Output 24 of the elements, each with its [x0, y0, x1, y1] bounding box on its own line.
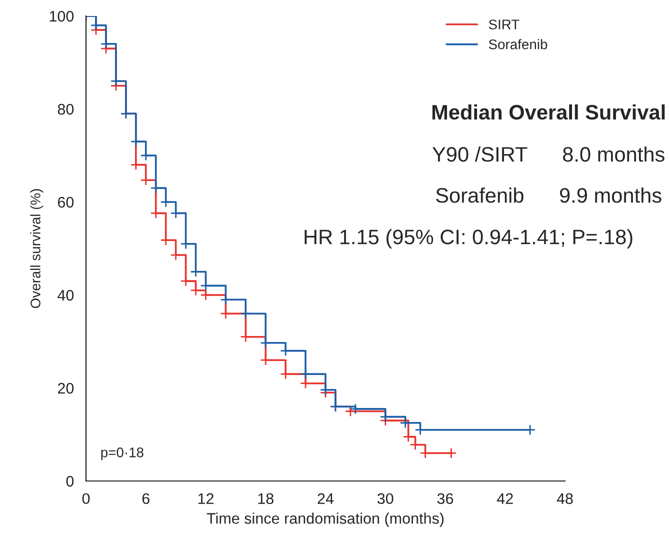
y-axis-title: Overall survival (%): [30, 189, 44, 308]
x-tick-label: 42: [496, 493, 513, 504]
x-tick-label: 48: [556, 493, 573, 504]
annotation: HR 1.15 (95% CI: 0.94-1.41; P=.18): [304, 229, 632, 248]
x-tick-label: 30: [377, 493, 394, 504]
x-axis-title: Time since randomisation (months): [206, 512, 444, 527]
annotation: p=0·18: [101, 447, 144, 460]
y-tick-label: 0: [66, 476, 74, 487]
y-tick-label: 40: [58, 290, 74, 301]
annotation: Sorafenib 9.9 months: [436, 188, 662, 203]
annotation: Median Overall Survival: [432, 104, 665, 120]
x-tick-label: 36: [437, 493, 454, 504]
x-tick-label: 12: [198, 493, 214, 504]
y-tick-label: 60: [58, 196, 74, 208]
x-tick-label: 24: [318, 493, 334, 504]
legend-label: Sorafenib: [488, 39, 548, 50]
x-tick-label: 0: [82, 493, 90, 504]
annotation: Y90 /SIRT 8.0 months: [432, 146, 664, 162]
y-tick-label: 100: [50, 10, 74, 22]
x-tick-label: 18: [258, 493, 274, 504]
x-tick-label: 6: [142, 493, 150, 504]
y-tick-label: 80: [58, 104, 74, 115]
legend-label: SIRT: [488, 20, 520, 30]
y-tick-label: 20: [58, 382, 74, 394]
